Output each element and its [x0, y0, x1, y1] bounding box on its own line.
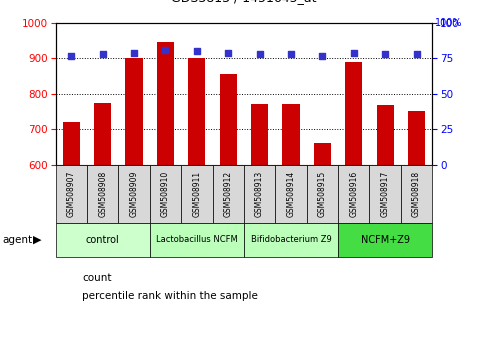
- Bar: [94, 103, 111, 165]
- Bar: [251, 104, 268, 165]
- Point: [319, 53, 327, 58]
- Bar: [150, 165, 181, 223]
- Bar: [275, 165, 307, 223]
- Text: agent: agent: [2, 235, 32, 245]
- Bar: [181, 165, 213, 223]
- Text: GSM508917: GSM508917: [381, 171, 390, 217]
- Bar: [408, 111, 425, 165]
- Bar: [369, 165, 401, 223]
- Bar: [244, 223, 338, 257]
- Text: GSM508908: GSM508908: [98, 171, 107, 217]
- Point: [412, 51, 420, 57]
- Text: GSM508911: GSM508911: [192, 171, 201, 217]
- Bar: [63, 122, 80, 165]
- Bar: [118, 165, 150, 223]
- Bar: [377, 105, 394, 165]
- Point: [130, 50, 138, 56]
- Bar: [213, 165, 244, 223]
- Text: GSM508916: GSM508916: [349, 171, 358, 217]
- Bar: [338, 165, 369, 223]
- Bar: [244, 165, 275, 223]
- Bar: [314, 143, 331, 165]
- Point: [350, 50, 357, 56]
- Point: [161, 47, 170, 53]
- Text: NCFM+Z9: NCFM+Z9: [361, 235, 410, 245]
- Point: [99, 51, 107, 57]
- Text: Bifidobacterium Z9: Bifidobacterium Z9: [251, 235, 331, 244]
- Text: percentile rank within the sample: percentile rank within the sample: [82, 291, 258, 301]
- Text: GDS3813 / 1451645_at: GDS3813 / 1451645_at: [171, 0, 317, 4]
- Point: [224, 50, 232, 56]
- Text: GSM508912: GSM508912: [224, 171, 233, 217]
- Point: [256, 51, 264, 57]
- Bar: [126, 58, 142, 165]
- Bar: [150, 223, 244, 257]
- Text: GSM508909: GSM508909: [129, 171, 139, 217]
- Text: GSM508918: GSM508918: [412, 171, 421, 217]
- Text: GSM508913: GSM508913: [255, 171, 264, 217]
- Bar: [401, 165, 432, 223]
- Text: Lactobacillus NCFM: Lactobacillus NCFM: [156, 235, 238, 244]
- Bar: [338, 223, 432, 257]
- Point: [382, 51, 389, 57]
- Text: GSM508914: GSM508914: [286, 171, 296, 217]
- Text: ▶: ▶: [33, 235, 42, 245]
- Bar: [283, 104, 299, 165]
- Text: 100%: 100%: [435, 18, 462, 28]
- Bar: [307, 165, 338, 223]
- Bar: [157, 42, 174, 165]
- Bar: [345, 62, 362, 165]
- Point: [68, 53, 75, 58]
- Text: GSM508915: GSM508915: [318, 171, 327, 217]
- Bar: [56, 223, 150, 257]
- Text: GSM508907: GSM508907: [67, 171, 76, 217]
- Point: [287, 51, 295, 57]
- Bar: [56, 165, 87, 223]
- Bar: [220, 74, 237, 165]
- Text: control: control: [86, 235, 119, 245]
- Text: GSM508910: GSM508910: [161, 171, 170, 217]
- Point: [193, 48, 201, 54]
- Text: count: count: [82, 273, 112, 283]
- Bar: [188, 58, 205, 165]
- Bar: [87, 165, 118, 223]
